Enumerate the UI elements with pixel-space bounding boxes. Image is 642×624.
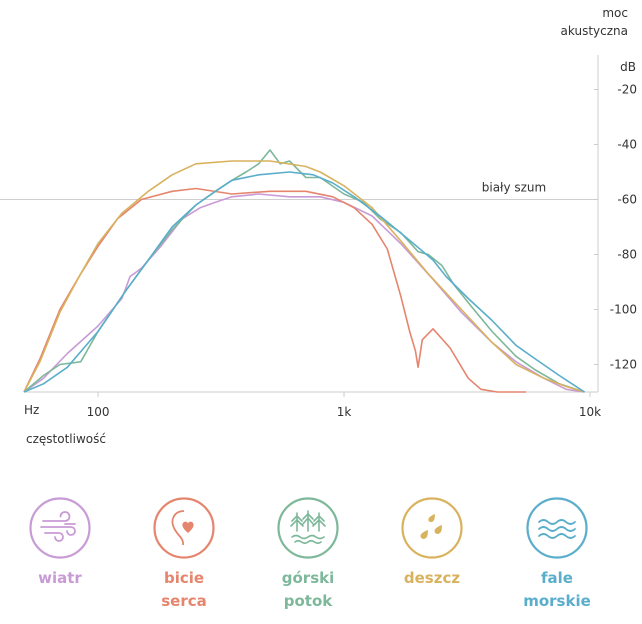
x-tick-label: 100 [87, 405, 110, 419]
y-tick-label: -60 [617, 193, 637, 207]
x-tick-label: 1k [337, 405, 352, 419]
y-tick-label: -40 [617, 138, 637, 152]
legend-item-bicie-serca: bicie serca [129, 495, 239, 613]
x-axis: 100 1k 10k Hz częstotliwość [24, 391, 601, 446]
legend-item-gorski-potok: górski potok [253, 495, 363, 613]
raindrops-icon [401, 497, 463, 559]
series-line-deszcz [23, 160, 585, 393]
legend-item-deszcz: deszcz [377, 495, 487, 590]
x-tick-label: 10k [579, 405, 601, 419]
y-axis-label-line1: moc [602, 6, 628, 20]
y-axis-unit: dB [620, 60, 636, 74]
y-tick-label: -120 [610, 358, 637, 372]
legend: wiatr bicie serca górski potok [0, 495, 642, 624]
y-tick-label: -20 [617, 83, 637, 97]
legend-label-line1: deszcz [403, 569, 461, 587]
series-lines [23, 149, 585, 393]
legend-label-line1: fale [541, 569, 573, 587]
legend-item-wiatr: wiatr [5, 495, 115, 590]
legend-label-line1: wiatr [38, 569, 82, 587]
legend-label-line1: bicie [163, 569, 205, 587]
y-axis: -20 -40 -60 -80 -100 -120 moc akustyczna dB [561, 6, 637, 392]
reference-label: biały szum [482, 181, 546, 195]
y-tick-label: -80 [617, 248, 637, 262]
x-ticks: 100 1k 10k [87, 392, 601, 419]
series-line-bicie-serca [23, 187, 527, 393]
legend-label-line2: serca [161, 592, 207, 610]
y-axis-label-line2: akustyczna [561, 24, 628, 38]
series-line-fale-morskie [23, 171, 585, 393]
y-tick-label: -100 [610, 303, 637, 317]
y-ticks: -20 -40 -60 -80 -100 -120 [594, 83, 637, 372]
legend-item-fale-morskie: fale morskie [502, 495, 612, 613]
legend-label-line1: górski [281, 569, 335, 587]
legend-label-line2: potok [283, 592, 333, 610]
chart: biały szum -20 -40 -60 -80 -100 -120 moc akus… [0, 6, 637, 446]
x-axis-label: częstotliwość [26, 432, 106, 446]
wind-icon [29, 497, 91, 559]
reference-line-group: biały szum [0, 181, 598, 200]
legend-label-line2: morskie [523, 592, 591, 610]
series-line-wiatr [23, 193, 585, 393]
trees-stream-icon [277, 497, 339, 559]
heart-icon [153, 497, 215, 559]
x-axis-unit: Hz [24, 403, 39, 417]
waves-icon [526, 497, 588, 559]
